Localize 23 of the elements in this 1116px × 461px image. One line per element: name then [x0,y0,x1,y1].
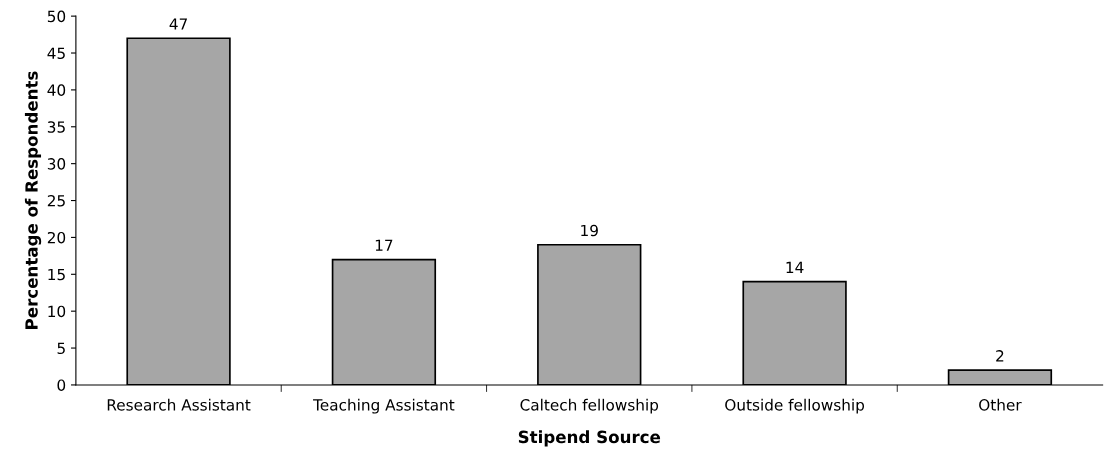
x-tick-label: Other [979,398,1022,411]
x-tick-label: Research Assistant [107,398,251,411]
y-tick-label: 30 [47,158,66,170]
x-tick-label: Teaching Assistant [313,398,455,414]
y-tick-label: 50 [47,10,66,23]
y-tick-label: 25 [47,195,65,207]
y-tick-label: 45 [47,47,65,60]
data-label: 17 [375,239,393,251]
y-tick-label: 15 [48,268,65,281]
y-tick-label: 10 [48,305,66,318]
y-tick-label: 40 [47,84,66,96]
x-axis-title: Stipend Source [518,430,661,447]
data-label: 19 [581,224,598,237]
y-axis-title: Percentage of Respondents [24,71,42,329]
y-tick-label: 20 [47,231,66,244]
y-tick-label: 5 [57,342,65,355]
y-tick-label: 35 [47,121,65,133]
data-label: 47 [169,18,187,30]
data-label: 2 [996,350,1004,362]
y-tick-label: 0 [57,379,66,391]
x-tick-label: Outside fellowship [725,398,865,414]
x-tick-label: Caltech fellowship [520,398,659,414]
data-label: 14 [786,261,804,273]
